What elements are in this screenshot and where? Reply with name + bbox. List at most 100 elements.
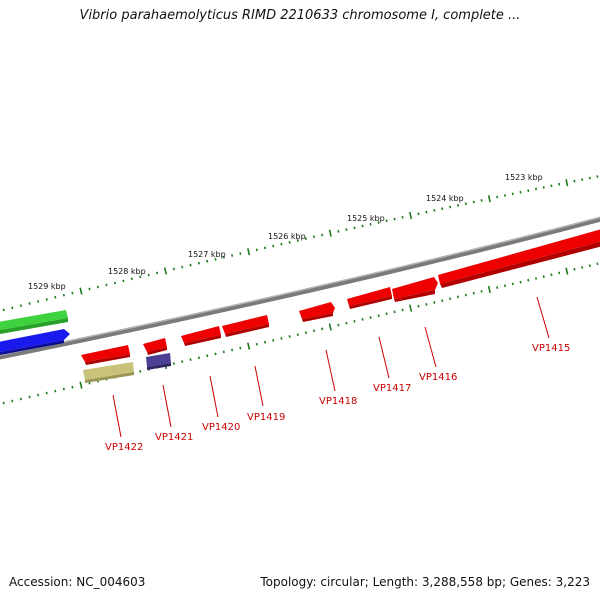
inner-ruler-tick bbox=[596, 262, 599, 266]
inner-ruler-tick bbox=[304, 331, 307, 335]
outer-ruler-tick bbox=[105, 283, 108, 287]
inner-ruler-tick bbox=[255, 342, 258, 346]
outer-ruler-tick bbox=[337, 230, 340, 233]
outer-ruler-tick bbox=[147, 273, 150, 277]
outer-ruler-tick bbox=[409, 211, 413, 220]
gene-label-vp1421[interactable]: VP1421 bbox=[155, 432, 193, 443]
outer-ruler-tick bbox=[433, 209, 436, 212]
outer-ruler-tick bbox=[28, 302, 31, 305]
outer-ruler-tick bbox=[189, 263, 192, 267]
inner-ruler-tick bbox=[353, 319, 356, 323]
gene-label-vp1420[interactable]: VP1420 bbox=[202, 422, 240, 433]
inner-ruler-tick bbox=[239, 346, 242, 350]
scale-label-1528: 1528 kbp bbox=[108, 267, 146, 276]
inner-ruler-tick bbox=[280, 337, 283, 340]
inner-ruler-tick bbox=[263, 340, 267, 344]
outer-ruler-tick bbox=[222, 256, 225, 259]
inner-ruler-tick bbox=[534, 277, 538, 280]
inner-ruler-tick bbox=[337, 323, 340, 327]
inner-ruler-tick bbox=[550, 273, 553, 277]
gene-vp1415[interactable] bbox=[438, 229, 600, 288]
inner-ruler-tick bbox=[527, 278, 530, 282]
inner-ruler-tick bbox=[441, 299, 444, 302]
inner-ruler-tick bbox=[79, 381, 83, 389]
outer-ruler-tick bbox=[313, 235, 316, 239]
outer-ruler-tick bbox=[172, 267, 175, 271]
inner-ruler-tick bbox=[480, 289, 483, 293]
inner-ruler-tick bbox=[496, 286, 499, 289]
gene-label-vp1422[interactable]: VP1422 bbox=[105, 442, 143, 453]
outer-ruler-tick bbox=[113, 281, 116, 285]
outer-ruler-tick bbox=[79, 287, 83, 295]
inner-ruler-tick bbox=[272, 339, 275, 342]
inner-ruler-tick bbox=[503, 284, 507, 288]
outer-ruler-tick bbox=[71, 291, 74, 295]
inner-ruler-tick bbox=[369, 316, 372, 319]
inner-ruler-tick bbox=[456, 295, 460, 299]
inner-ruler-tick bbox=[449, 297, 452, 301]
outer-ruler-tick bbox=[130, 277, 133, 281]
inner-ruler-tick bbox=[519, 280, 522, 284]
outer-ruler-tick bbox=[88, 287, 91, 291]
gene-vp1419[interactable] bbox=[222, 315, 269, 337]
outer-ruler bbox=[2, 175, 599, 312]
inner-ruler-tick bbox=[54, 389, 57, 393]
inner-ruler-tick bbox=[511, 282, 514, 286]
gene-vp1421[interactable] bbox=[143, 338, 167, 355]
inner-ruler-tick bbox=[487, 285, 491, 294]
outer-ruler-tick bbox=[239, 252, 242, 255]
gene-vp1418[interactable] bbox=[299, 302, 335, 322]
outer-ruler-tick bbox=[163, 267, 168, 275]
inner-ruler-tick bbox=[345, 321, 348, 325]
accession-text: Accession: NC_004603 bbox=[9, 575, 146, 589]
outer-ruler-tick bbox=[181, 265, 184, 269]
map-title: Vibrio parahaemolyticus RIMD 2210633 chr… bbox=[79, 8, 521, 23]
gene-arrows bbox=[81, 229, 600, 365]
inner-ruler-tick bbox=[401, 308, 404, 312]
outer-ruler-tick bbox=[296, 239, 299, 242]
chromosome-backbone bbox=[0, 216, 600, 360]
inner-ruler-tick bbox=[417, 304, 420, 308]
inner-ruler-tick bbox=[288, 335, 291, 338]
scale-label-1524: 1524 kbp bbox=[426, 194, 464, 203]
outer-ruler-tick bbox=[19, 304, 22, 307]
outer-ruler-tick bbox=[45, 297, 48, 301]
inner-ruler-tick bbox=[542, 275, 545, 278]
gene-leader-lines bbox=[112, 296, 550, 438]
gene-vp1416[interactable] bbox=[392, 277, 438, 302]
inner-ruler-tick bbox=[321, 327, 324, 331]
khaki-track-feature bbox=[83, 362, 134, 383]
outer-ruler-tick bbox=[304, 237, 307, 241]
gene-vp1420[interactable] bbox=[181, 326, 221, 346]
inner-ruler-tick bbox=[377, 314, 380, 317]
inner-ruler-tick bbox=[247, 342, 251, 350]
outer-ruler-tick bbox=[247, 248, 251, 256]
inner-ruler-tick bbox=[433, 301, 436, 304]
outer-ruler-tick bbox=[361, 224, 364, 228]
inner-ruler-tick bbox=[296, 333, 299, 336]
outer-ruler-tick bbox=[54, 295, 57, 299]
inner-ruler-tick bbox=[393, 310, 396, 314]
inner-ruler-tick bbox=[464, 293, 467, 297]
outer-ruler-tick bbox=[393, 217, 396, 221]
inner-ruler-tick bbox=[581, 266, 584, 269]
gene-vp1417[interactable] bbox=[347, 287, 392, 309]
gene-label-vp1419[interactable]: VP1419 bbox=[247, 412, 285, 423]
scale-label-1523: 1523 kbp bbox=[505, 173, 543, 182]
outer-ruler-tick bbox=[156, 271, 159, 275]
gene-label-vp1416[interactable]: VP1416 bbox=[419, 372, 457, 383]
purple-track-feature bbox=[146, 353, 171, 370]
outer-ruler-tick bbox=[264, 246, 267, 250]
gene-vp1422[interactable] bbox=[81, 345, 130, 365]
inner-ruler-tick bbox=[45, 391, 48, 395]
inner-ruler-tick bbox=[385, 312, 388, 316]
outer-ruler-tick bbox=[206, 259, 209, 263]
blue-track-feature bbox=[0, 329, 70, 355]
outer-ruler-tick bbox=[280, 242, 283, 246]
gene-label-vp1415[interactable]: VP1415 bbox=[532, 343, 570, 354]
inner-ruler-tick bbox=[214, 352, 217, 356]
inner-ruler-tick bbox=[361, 318, 364, 321]
gene-label-vp1417[interactable]: VP1417 bbox=[373, 383, 411, 394]
gene-label-vp1418[interactable]: VP1418 bbox=[319, 396, 357, 407]
